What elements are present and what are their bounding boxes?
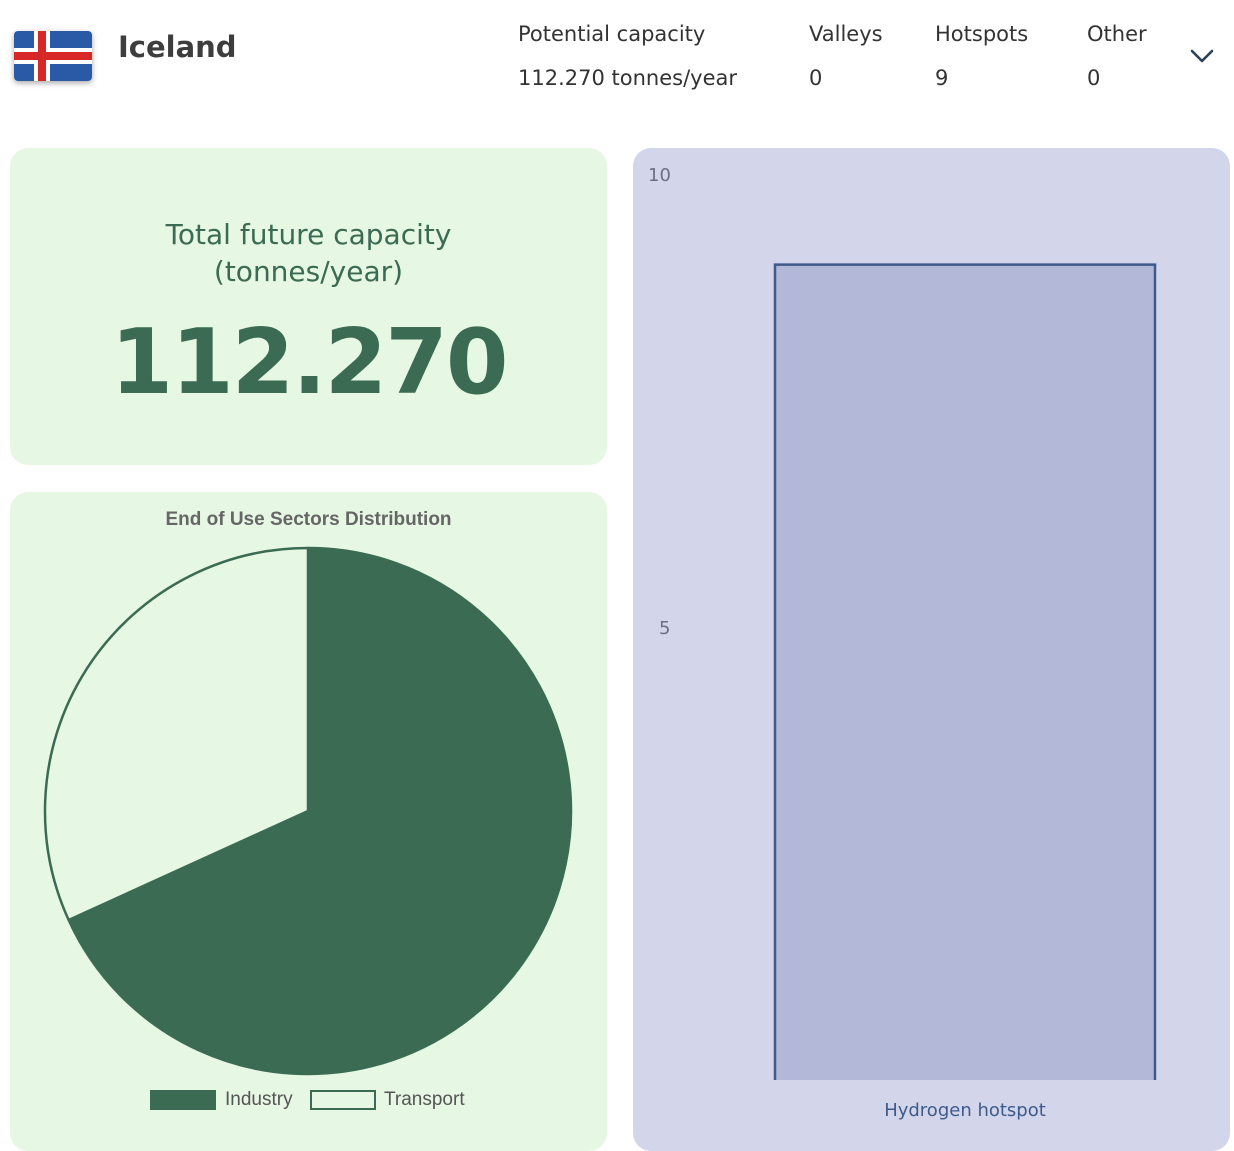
other-label: Other bbox=[1087, 22, 1147, 46]
pie-slice-industry[interactable] bbox=[67, 546, 573, 1076]
total-capacity-title: Total future capacity (tonnes/year) bbox=[165, 218, 452, 288]
y-tick-label: 5 bbox=[659, 618, 670, 639]
potential-capacity-value: 112.270 tonnes/year bbox=[518, 66, 738, 90]
valleys-value: 0 bbox=[809, 66, 823, 90]
bar-outline bbox=[773, 263, 1157, 1080]
legend-label-transport: Transport bbox=[384, 1089, 465, 1110]
x-category-label: Hydrogen hotspot bbox=[884, 1100, 1046, 1121]
valleys-label: Valleys bbox=[809, 22, 883, 46]
bar-hydrogen-hotspot[interactable] bbox=[775, 264, 1155, 1081]
pie-slice-transport[interactable] bbox=[43, 546, 310, 922]
y-tick-label: 10 bbox=[648, 165, 671, 186]
potential-capacity-label: Potential capacity bbox=[518, 22, 706, 46]
country-header: Iceland Potential capacity 112.270 tonne… bbox=[0, 0, 1234, 120]
sectors-pie-card: End of Use Sectors Distribution Industry… bbox=[10, 492, 607, 1151]
sectors-pie-chart bbox=[43, 546, 573, 1076]
chevron-down-icon[interactable] bbox=[1186, 42, 1218, 70]
legend-swatch-industry bbox=[150, 1090, 216, 1110]
iceland-flag-icon bbox=[14, 31, 92, 81]
legend-label-industry: Industry bbox=[225, 1089, 293, 1110]
other-value: 0 bbox=[1087, 66, 1101, 90]
hotspots-label: Hotspots bbox=[935, 22, 1029, 46]
hotspot-bar-card: 10 5 Hydrogen hotspot bbox=[633, 148, 1230, 1151]
total-capacity-card: Total future capacity (tonnes/year) 112.… bbox=[10, 148, 607, 465]
pie-chart-title: End of Use Sectors Distribution bbox=[165, 509, 452, 530]
hotspots-value: 9 bbox=[935, 66, 949, 90]
country-name: Iceland bbox=[118, 30, 237, 64]
legend-swatch-transport bbox=[310, 1090, 376, 1110]
hotspot-bar-chart: 10 5 Hydrogen hotspot bbox=[648, 165, 1157, 1121]
total-capacity-value: 112.270 bbox=[110, 310, 509, 415]
